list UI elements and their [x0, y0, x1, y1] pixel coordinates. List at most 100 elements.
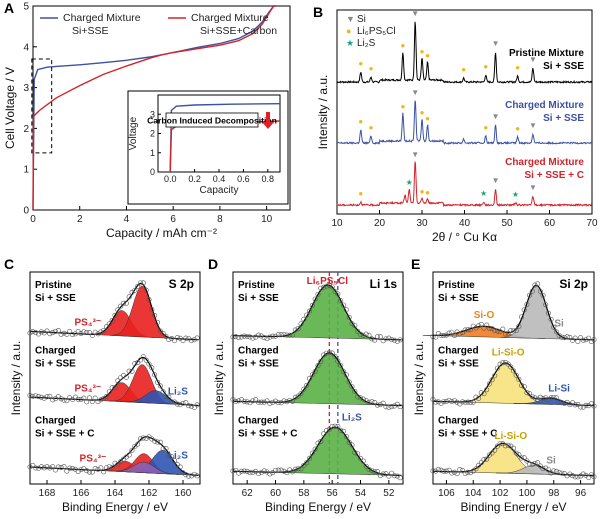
panel-d-data-point	[369, 399, 375, 405]
panel-e-peak-annotation: Si-O	[474, 310, 495, 321]
panel-d-data-point	[281, 398, 287, 404]
panel-c-data-point	[160, 446, 166, 452]
panel-b-legend-label: Li₂S	[357, 38, 376, 49]
panel-d-data-point	[394, 338, 400, 344]
panel-a-ylabel: Cell Voltage / V	[3, 67, 17, 149]
panel-b-phase-marker: ▼	[492, 112, 500, 121]
panel-d-data-point	[323, 350, 329, 356]
panel-e-data-point	[508, 364, 514, 370]
panel-d-data-point	[250, 398, 256, 404]
panel-d-data-point	[275, 400, 281, 406]
panel-a-inset-xlabel: Capacity	[200, 185, 239, 196]
panel-b-phase-marker: ●	[425, 114, 430, 123]
panel-b-trace-label1: Charged Mixture	[505, 100, 584, 111]
panel-b-trace-label2: Si + SSE	[543, 61, 584, 72]
panel-c-peak-annotation: PS₄³⁻	[80, 454, 107, 465]
panel-e-data-point	[449, 398, 455, 404]
panel-c-data-point	[52, 328, 58, 334]
panel-c-data-point	[174, 335, 180, 341]
panel-e-data-point	[478, 321, 484, 327]
panel-c-data-point	[104, 465, 110, 471]
panel-c-data-point	[64, 468, 70, 474]
panel-e-data-point	[505, 361, 511, 367]
panel-e-data-point	[551, 324, 557, 330]
panel-c-title: S 2p	[169, 277, 194, 291]
panel-a-series-1	[32, 5, 276, 211]
panel-e-data-point	[535, 281, 541, 287]
panel-c-data-point	[152, 313, 158, 319]
panel-c-data-point	[140, 354, 146, 360]
panel-e-peak-annotation: Si	[554, 318, 564, 329]
panel-d-data-point	[349, 442, 355, 448]
panel-e-data-point	[529, 288, 535, 294]
panel-e-data-point	[570, 473, 576, 479]
panel-c-data-point	[92, 466, 98, 472]
panel-b-trace-label1: Charged Mixture	[505, 157, 584, 168]
panel-d-spectrum-label2: Si + SSE + C	[238, 429, 297, 440]
panel-b-phase-marker: ●	[483, 123, 488, 132]
panel-e-data-point	[478, 390, 484, 396]
panel-c-data-point	[92, 329, 98, 335]
panel-e-data-point	[513, 450, 519, 456]
panel-d-data-point	[329, 350, 335, 356]
panel-c-data-point	[67, 395, 73, 401]
panel-e-data-point	[443, 399, 449, 405]
panel-c-data-point	[104, 394, 110, 400]
panel-c-data-point	[135, 441, 141, 447]
panel-c-data-point	[191, 471, 197, 477]
panel-b-phase-marker: ●	[483, 62, 488, 71]
panel-d-data-point	[244, 333, 250, 339]
panel-e-data-point	[484, 456, 490, 462]
panel-e-ylabel: Intensity / a.u.	[412, 341, 426, 416]
panel-e-data-point	[492, 447, 498, 453]
panel-c-data-point	[67, 465, 73, 471]
panel-b-xtick-label: 10	[331, 218, 343, 229]
panel-e-data-point	[529, 394, 535, 400]
panel-d-data-point	[289, 398, 295, 404]
panel-d-data-point	[357, 455, 363, 461]
panel-c-xlabel: Binding Energy / eV	[62, 500, 168, 514]
panel-e-data-point	[497, 329, 503, 335]
panel-d-component	[273, 284, 383, 340]
panel-d-data-point	[360, 396, 366, 402]
panel-e-data-point	[540, 466, 546, 472]
panel-c-data-point	[30, 462, 36, 468]
panel-e-data-point	[548, 316, 554, 322]
panel-d-ref-label: Li₆PS₅Cl	[307, 276, 349, 287]
panel-d-data-point	[397, 337, 403, 343]
panel-d-data-point	[326, 282, 332, 288]
panel-c-data-point	[121, 372, 127, 378]
panel-a-xlabel: Capacity / mAh cm⁻²	[106, 226, 217, 240]
panel-e-xtick-label: 100	[519, 488, 536, 499]
panel-d-data-point	[258, 469, 264, 475]
panel-b-xtick-label: 50	[501, 218, 513, 229]
panel-d-data-point	[355, 328, 361, 334]
panel-d-data-point	[287, 397, 293, 403]
panel-e-data-point	[540, 292, 546, 298]
panel-c-data-point	[172, 458, 178, 464]
panel-d-title: Li 1s	[370, 277, 398, 291]
panel-e-data-point	[468, 327, 474, 333]
panel-e-data-point	[470, 399, 476, 405]
panel-e-data-point	[476, 323, 482, 329]
panel-e-title: Si 2p	[559, 277, 588, 291]
panel-e-data-point	[543, 302, 549, 308]
panel-d-ref-label: Li₂S	[342, 412, 362, 423]
panel-c-data-point	[191, 404, 197, 410]
panel-b-xtick-label: 40	[459, 218, 471, 229]
panel-d-data-point	[295, 326, 301, 332]
panel-label-c: C	[4, 256, 14, 272]
panel-b-xtick-label: 60	[544, 218, 556, 229]
panel-c-data-point	[98, 465, 104, 471]
panel-c-data-point	[169, 399, 175, 405]
panel-d-data-point	[255, 399, 261, 405]
panel-d-data-point	[247, 334, 253, 340]
panel-d-data-point	[389, 337, 395, 343]
panel-d-data-point	[244, 468, 250, 474]
panel-c-data-point	[27, 464, 33, 470]
panel-b-phase-marker: ★	[406, 178, 413, 187]
panel-c-data-point	[138, 436, 144, 442]
panel-e-data-point	[451, 469, 457, 475]
panel-e-data-point	[521, 455, 527, 461]
panel-c-data-point	[30, 329, 36, 335]
